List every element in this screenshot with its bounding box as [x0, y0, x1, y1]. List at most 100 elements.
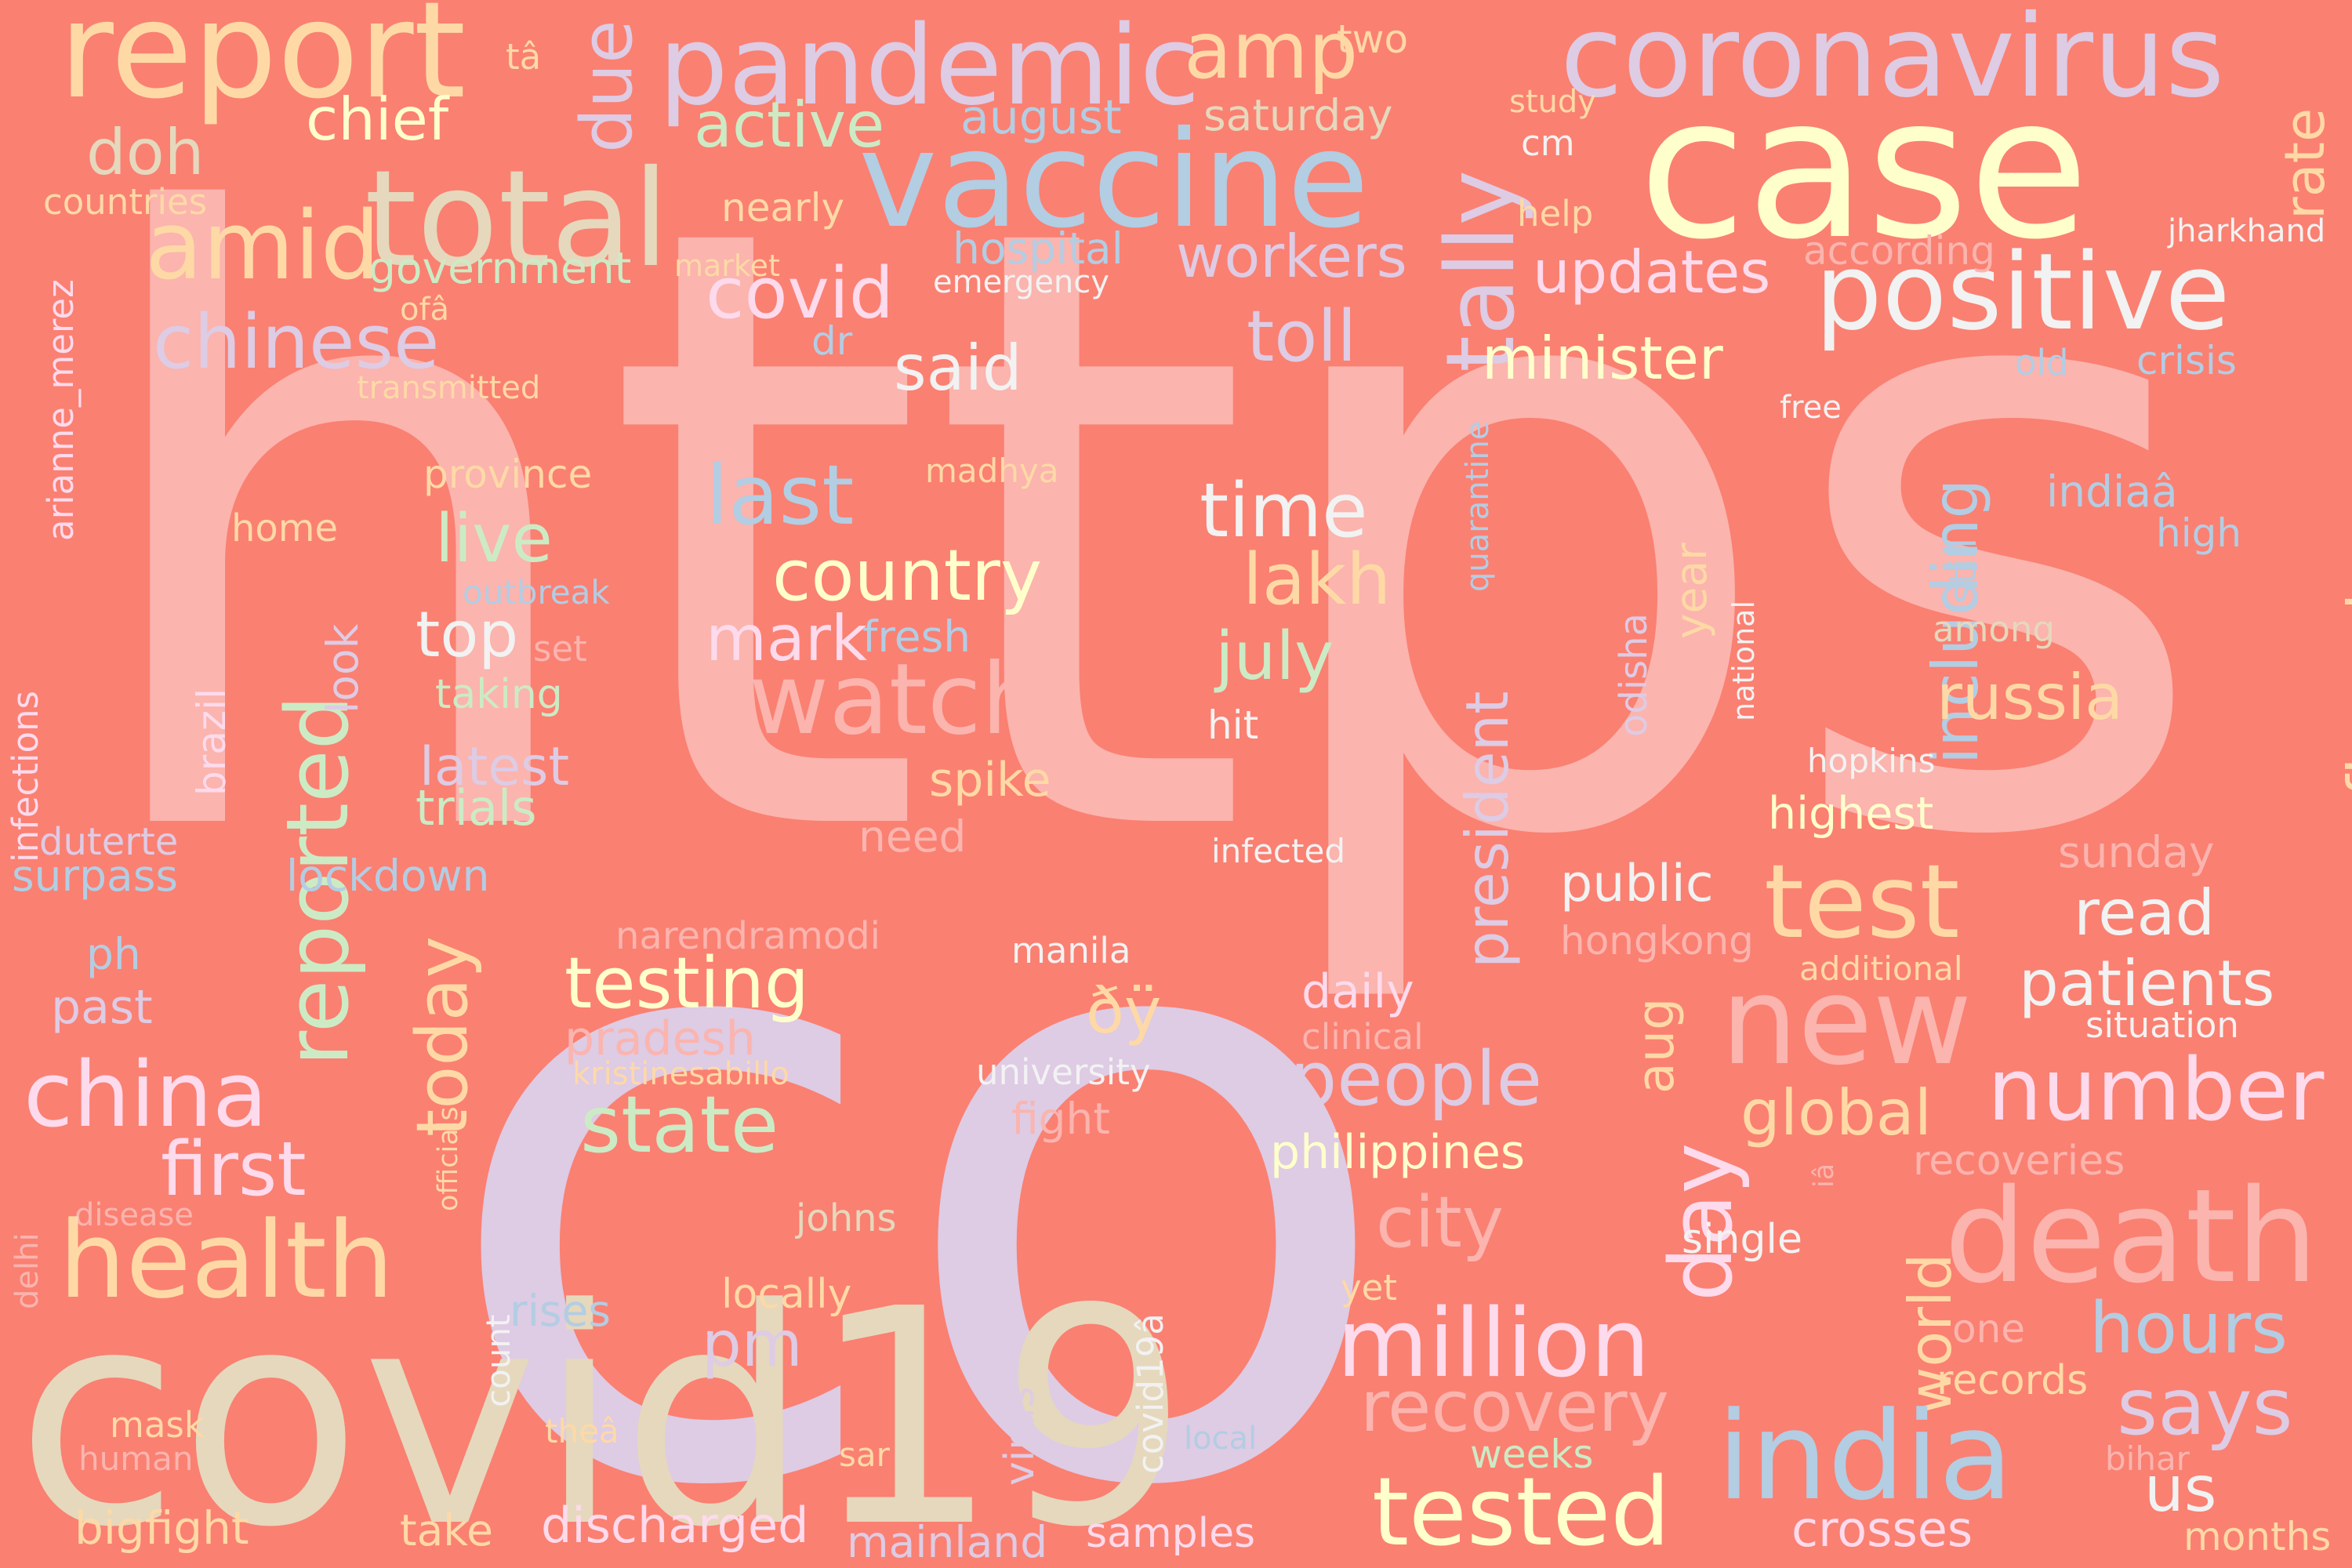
cloud-word: dr — [811, 318, 853, 364]
cloud-word: government — [368, 243, 632, 293]
cloud-word: take — [400, 1505, 493, 1555]
cloud-word: lockdown — [286, 851, 490, 901]
cloud-word: mask — [110, 1404, 205, 1446]
cloud-word: covid19â — [1130, 1313, 1171, 1474]
cloud-word: global — [1740, 1076, 1932, 1149]
cloud-word: infected — [1211, 832, 1345, 870]
cloud-word: year — [1666, 543, 1716, 639]
cloud-word: province — [423, 452, 593, 497]
cloud-word: people — [1290, 1036, 1543, 1123]
cloud-word: past — [51, 980, 153, 1035]
cloud-word: months — [2183, 1514, 2332, 1559]
cloud-word: madhya — [925, 452, 1059, 490]
cloud-word: free — [1780, 390, 1842, 426]
cloud-word: lakh — [1243, 539, 1392, 621]
cloud-word: market — [674, 249, 780, 283]
cloud-word: surpass — [12, 851, 179, 901]
cloud-word: amid — [145, 192, 380, 301]
cloud-word: recovery — [1360, 1366, 1669, 1448]
cloud-word: outbreak — [463, 573, 610, 612]
cloud-word: co — [435, 700, 1401, 1568]
cloud-word: president — [1453, 691, 1522, 968]
cloud-word: covid19 — [16, 1245, 1189, 1568]
cloud-word: pm — [702, 1308, 803, 1381]
cloud-word: active — [694, 89, 885, 162]
cloud-word: million — [1337, 1290, 1650, 1399]
cloud-word: first — [161, 1127, 307, 1213]
cloud-word: pandemic — [659, 2, 1200, 130]
cloud-word: aug — [1627, 997, 1686, 1094]
cloud-word: samples — [1086, 1510, 1256, 1557]
cloud-word: ofâ — [400, 292, 450, 328]
cloud-word: nearly — [721, 185, 845, 230]
cloud-word: crisis — [2136, 338, 2237, 383]
cloud-word: additional — [1799, 949, 1963, 988]
cloud-word: among — [1933, 608, 2056, 650]
cloud-word: narendramodi — [615, 914, 881, 958]
cloud-word: help — [1517, 193, 1594, 234]
cloud-word: positive — [1815, 230, 2230, 354]
cloud-word: discharged — [541, 1497, 809, 1554]
cloud-word: india — [1717, 1385, 2013, 1527]
cloud-word: look — [318, 623, 368, 713]
cloud-word: officials — [433, 1106, 464, 1211]
cloud-word: spike — [929, 753, 1051, 808]
cloud-word: amp — [1184, 5, 1359, 96]
cloud-word: theâ — [545, 1412, 619, 1450]
cloud-word: said — [894, 332, 1022, 405]
cloud-word: hit — [1207, 702, 1259, 748]
cloud-word: situation — [2085, 1004, 2239, 1046]
cloud-word: hongkong — [1560, 918, 1754, 964]
cloud-word: crosses — [1791, 1501, 1973, 1558]
cloud-word: trials — [416, 779, 537, 837]
cloud-word: weeks — [1470, 1432, 1594, 1477]
cloud-word: country — [772, 535, 1043, 617]
cloud-word: infections — [5, 691, 46, 862]
cloud-word: records — [1936, 1357, 2089, 1404]
cloud-word: philippines — [1270, 1125, 1526, 1180]
cloud-word: johns — [796, 1196, 897, 1240]
cloud-word: clinical — [1301, 1016, 1424, 1058]
cloud-word: quarantine — [1460, 420, 1496, 592]
cloud-word: says — [2117, 1361, 2293, 1453]
cloud-word: russia — [1936, 661, 2124, 734]
cloud-word: total — [365, 142, 670, 297]
cloud-word: single — [1682, 1216, 1802, 1263]
cloud-word: saturday — [1203, 90, 1393, 140]
cloud-word: patients — [2019, 947, 2275, 1020]
cloud-word: iâ — [1809, 1163, 1840, 1188]
cloud-word: hospital — [953, 223, 1123, 274]
cloud-word: human — [78, 1439, 194, 1478]
cloud-word: mainland — [847, 1517, 1048, 1567]
cloud-word: due — [566, 20, 648, 153]
cloud-word: latest — [419, 736, 570, 798]
cloud-word: mark — [706, 602, 868, 675]
cloud-word: daily — [1301, 964, 1414, 1019]
cloud-word: yet — [1341, 1267, 1397, 1308]
cloud-word: ðÿ — [1086, 975, 1162, 1047]
cloud-word: test — [1764, 842, 1960, 961]
cloud-word: bigfight — [74, 1501, 249, 1555]
cloud-word: virus — [996, 1386, 1044, 1486]
cloud-word: workers — [1176, 222, 1407, 291]
cloud-word: recoveries — [1913, 1138, 2125, 1185]
cloud-word: two — [1337, 16, 1409, 62]
cloud-word: hopkins — [1807, 742, 1936, 780]
cloud-word: testing — [564, 942, 810, 1025]
cloud-word: august — [960, 90, 1122, 145]
cloud-word: fight — [1011, 1094, 1110, 1144]
cloud-word: bihar — [2105, 1439, 2190, 1478]
cloud-word: confirmed — [2335, 593, 2352, 909]
cloud-word: rate — [2273, 107, 2337, 220]
cloud-word: state — [580, 1079, 779, 1171]
cloud-word: time — [1200, 468, 1368, 554]
cloud-word: odisha — [1612, 612, 1656, 737]
cloud-word: chief — [306, 85, 449, 154]
cloud-word: sar — [839, 1436, 890, 1474]
cloud-word: taking — [435, 671, 563, 718]
cloud-word: study — [1509, 84, 1596, 120]
cloud-word: national — [1726, 600, 1761, 721]
cloud-word: highest — [1768, 788, 1934, 840]
cloud-word: covid — [706, 252, 894, 335]
